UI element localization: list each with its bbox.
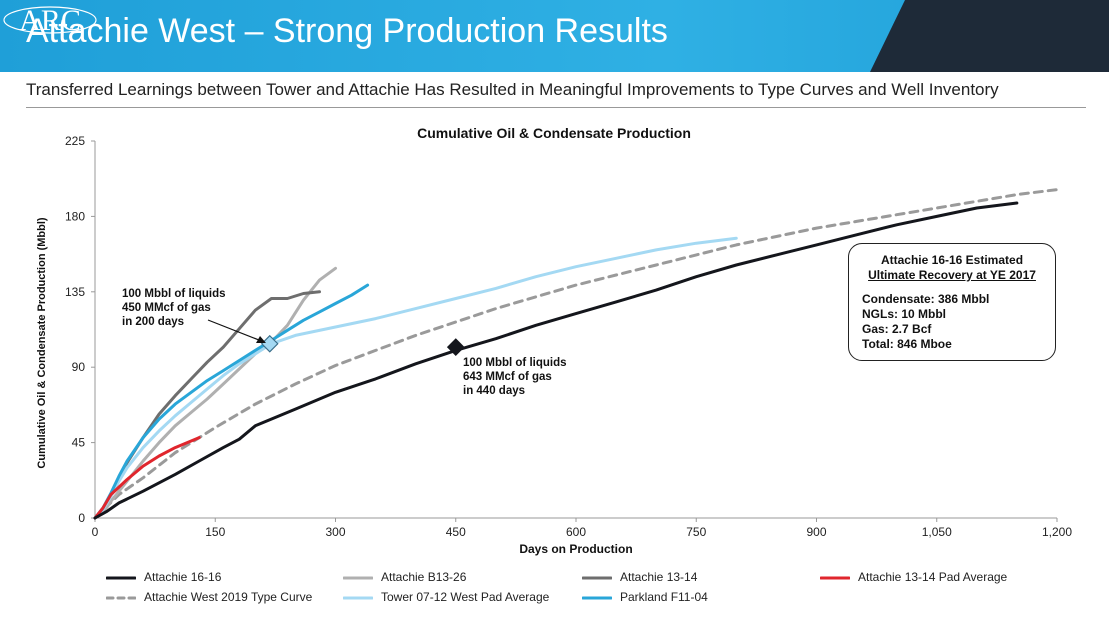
- legend-label: Attachie 16-16: [144, 570, 222, 584]
- legend-swatch: [343, 576, 373, 580]
- y-tick-label: 45: [72, 436, 86, 450]
- x-axis-label: Days on Production: [519, 542, 632, 556]
- y-tick-label: 135: [65, 285, 85, 299]
- logo-text: ARC: [19, 4, 81, 37]
- series-line-attachie-west-2019-type-curve: [93, 188, 1059, 520]
- y-tick-label: 90: [72, 360, 86, 374]
- annotation-attachie-16-16: 100 Mbbl of liquids 643 MMcf of gas in 4…: [463, 356, 567, 398]
- legend-label: Attachie 13-14: [620, 570, 698, 584]
- series-line-attachie-13-14-pad-average: [93, 436, 201, 520]
- callout-total: Total: 846 Mboe: [862, 337, 952, 351]
- y-tick-label: 0: [78, 511, 85, 525]
- page-title: Attachie West – Strong Production Result…: [26, 12, 668, 50]
- chart-title: Cumulative Oil & Condensate Production: [417, 125, 691, 141]
- x-tick-label: 150: [205, 525, 225, 539]
- x-tick-label: 450: [446, 525, 466, 539]
- eur-callout-box: Attachie 16-16 Estimated Ultimate Recove…: [848, 243, 1056, 361]
- legend-swatch: [106, 596, 136, 600]
- y-axis-label: Cumulative Oil & Condensate Production (…: [36, 217, 48, 469]
- x-tick-label: 1,200: [1042, 525, 1072, 539]
- banner-background: [0, 0, 1109, 72]
- annotation-attachie-line-1: 100 Mbbl of liquids: [463, 357, 567, 369]
- callout-title-line-2: Ultimate Recovery at YE 2017: [868, 268, 1036, 282]
- annotation-arrowhead: [256, 336, 266, 343]
- subtitle-divider: [26, 107, 1086, 108]
- annotation-arrow-group: [207, 319, 266, 343]
- annotation-arrow: [207, 319, 265, 343]
- chart-axes: 0 150 300 450 600 750 900 1,050 1,200 0 45 90 135 180…: [65, 134, 1072, 539]
- series-line-parkland-f11-04: [93, 283, 370, 520]
- x-tick-label: 900: [806, 525, 826, 539]
- arc-logo: ARC: [3, 4, 97, 37]
- annotation-attachie-line-2: 643 MMcf of gas: [463, 371, 552, 383]
- legend-swatch: [106, 576, 136, 580]
- series-line-attachie-b13-26: [93, 266, 337, 520]
- chart-series: [93, 188, 1059, 520]
- legend-label: Attachie West 2019 Type Curve: [144, 590, 313, 604]
- legend-swatch: [582, 596, 612, 600]
- x-tick-label: 0: [92, 525, 99, 539]
- series-line-tower-07-12-west-pad-average: [93, 236, 738, 520]
- legend-swatch: [343, 596, 373, 600]
- x-tick-label: 600: [566, 525, 586, 539]
- annotation-attachie-line-3: in 440 days: [463, 385, 526, 397]
- page-subtitle: Transferred Learnings between Tower and …: [26, 80, 999, 99]
- legend-label: Attachie B13-26: [381, 570, 467, 584]
- y-tick-label: 225: [65, 134, 85, 148]
- callout-ngls: NGLs: 10 Mbbl: [862, 307, 947, 321]
- series-line-attachie-16-16: [93, 201, 1019, 520]
- legend-swatch: [582, 576, 612, 580]
- chart-markers: [260, 334, 465, 356]
- callout-gas: Gas: 2.7 Bcf: [862, 322, 932, 336]
- header-banner: Attachie West – Strong Production Result…: [0, 0, 1109, 72]
- annotation-tower-line-2: 450 MMcf of gas: [122, 302, 211, 314]
- annotation-tower-line-3: in 200 days: [122, 316, 185, 328]
- annotation-tower-line-1: 100 Mbbl of liquids: [122, 288, 226, 300]
- diamond-marker-2: [446, 338, 465, 356]
- x-tick-label: 1,050: [922, 525, 952, 539]
- legend-label: Attachie 13-14 Pad Average: [858, 570, 1008, 584]
- callout-condensate: Condensate: 386 Mbbl: [862, 292, 990, 306]
- legend-label: Parkland F11-04: [620, 590, 708, 604]
- x-tick-label: 750: [686, 525, 706, 539]
- legend-swatch: [820, 576, 850, 580]
- annotation-tower: 100 Mbbl of liquids 450 MMcf of gas in 2…: [122, 287, 226, 329]
- legend-label: Tower 07-12 West Pad Average: [381, 590, 550, 604]
- y-tick-label: 180: [65, 209, 85, 223]
- callout-title-line-1: Attachie 16-16 Estimated: [880, 253, 1024, 267]
- x-tick-label: 300: [325, 525, 345, 539]
- diamond-marker-1: [260, 334, 279, 353]
